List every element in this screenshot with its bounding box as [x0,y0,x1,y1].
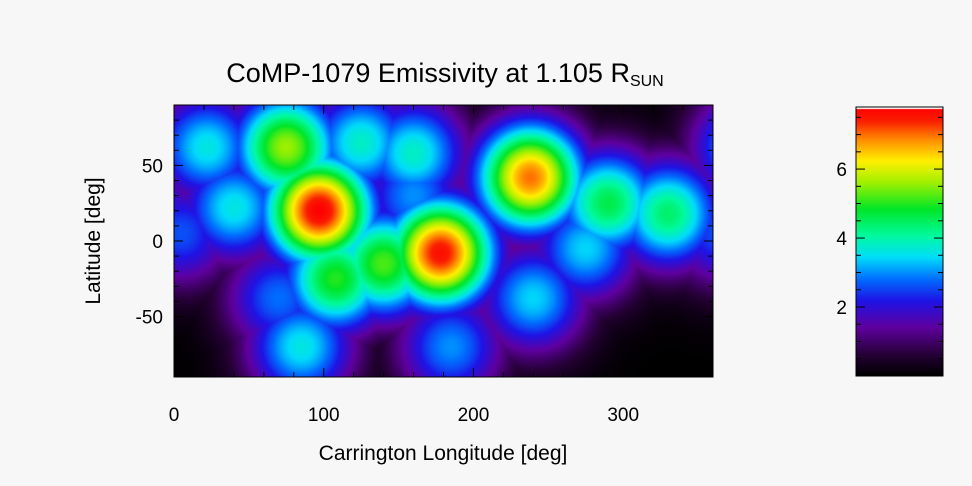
colorbar-tick-label: 2 [836,298,847,319]
chart-title-sub: SUN [629,73,664,90]
x-tick-label: 300 [607,405,639,426]
x-tick-label: 200 [458,405,490,426]
colorbar-tick-label: 6 [836,160,847,181]
chart-title-main: CoMP-1079 Emissivity at 1.105 R [226,58,630,88]
x-tick-label: 0 [169,405,180,426]
y-tick-label: -50 [136,308,163,329]
x-axis-label: Carrington Longitude [deg] [319,442,568,465]
chart-title: CoMP-1079 Emissivity at 1.105 RSUN [0,58,890,91]
colorbar-tick-label: 4 [836,229,847,250]
x-tick-label: 100 [308,405,340,426]
y-tick-label: 50 [142,156,163,177]
y-tick-label: 0 [152,232,163,253]
colorbar-frame [855,106,944,377]
colorbar-image [856,107,943,376]
heatmap-image [174,105,713,377]
y-axis-label: Latitude [deg] [82,177,105,304]
